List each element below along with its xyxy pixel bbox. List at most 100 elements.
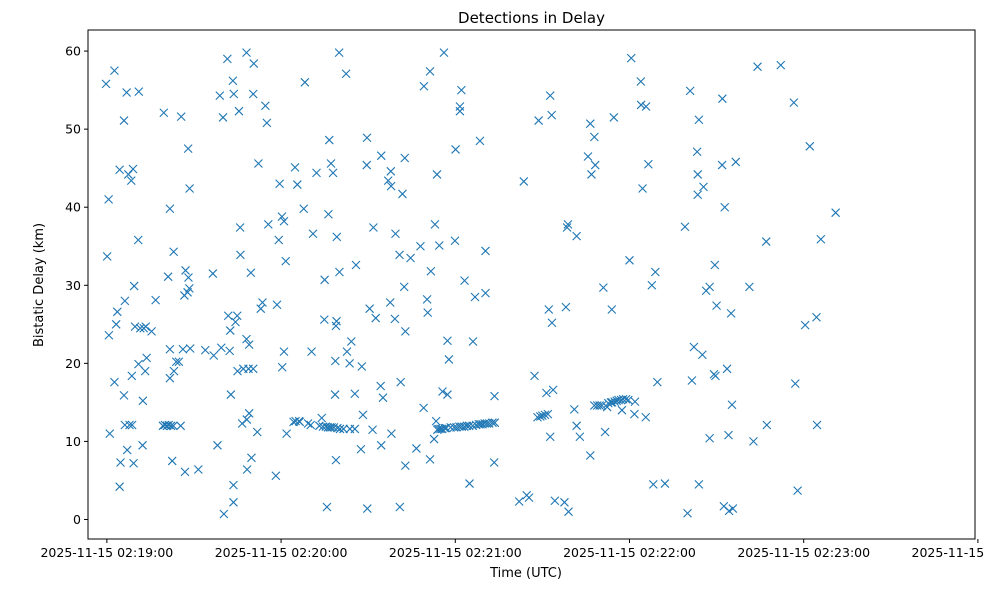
data-point-marker: [277, 212, 287, 221]
y-axis-label: Bistatic Delay (km): [32, 223, 47, 347]
data-point-marker: [572, 231, 582, 241]
data-point-marker: [176, 421, 186, 431]
y-tick-label: 20: [65, 356, 81, 371]
data-point-marker: [356, 444, 366, 454]
data-point-marker: [545, 432, 555, 442]
data-point-marker: [142, 353, 152, 363]
data-point-marker: [638, 184, 647, 193]
data-point-marker: [357, 362, 367, 371]
data-point-marker: [687, 376, 697, 385]
data-point-marker: [386, 166, 396, 176]
data-point-marker: [119, 116, 129, 125]
data-point-marker: [125, 420, 134, 430]
x-tick-label: 2025-11-15 02:24:00: [912, 545, 984, 560]
data-point-marker: [626, 53, 636, 63]
data-point-marker: [322, 502, 332, 512]
data-point-marker: [699, 182, 708, 192]
data-point-marker: [761, 237, 771, 246]
data-point-marker: [585, 451, 595, 460]
data-point-marker: [430, 219, 440, 229]
data-point-marker: [274, 235, 284, 245]
data-point-marker: [432, 170, 442, 179]
data-point-marker: [229, 480, 238, 490]
data-point-marker: [575, 432, 585, 442]
data-point-marker: [534, 116, 544, 125]
data-point-marker: [222, 54, 232, 64]
data-point-marker: [129, 458, 138, 468]
data-point-marker: [533, 412, 542, 422]
data-point-marker: [165, 344, 175, 354]
data-point-marker: [443, 390, 452, 399]
data-point-marker: [595, 401, 604, 410]
data-point-marker: [185, 344, 195, 353]
data-point-marker: [226, 390, 236, 399]
data-point-marker: [345, 358, 354, 368]
data-point-marker: [329, 422, 339, 432]
data-point-marker: [272, 300, 282, 310]
data-point-marker: [630, 409, 639, 419]
data-point-marker: [789, 98, 799, 107]
data-point-marker: [300, 77, 310, 87]
data-point-marker: [692, 147, 702, 157]
data-point-marker: [562, 223, 572, 232]
data-point-marker: [216, 343, 226, 353]
data-point-marker: [563, 219, 573, 229]
data-point-marker: [231, 317, 240, 327]
data-point-marker: [362, 133, 372, 143]
data-point-marker: [468, 421, 478, 431]
data-point-marker: [350, 424, 360, 434]
data-point-marker: [290, 163, 300, 172]
data-point-marker: [548, 385, 558, 395]
data-point-marker: [598, 283, 608, 293]
data-point-marker: [119, 390, 129, 400]
data-point-marker: [636, 100, 646, 110]
data-point-marker: [636, 77, 646, 86]
data-point-marker: [378, 393, 388, 403]
data-point-marker: [464, 421, 474, 431]
data-point-marker: [163, 272, 173, 282]
data-point-marker: [697, 350, 707, 360]
data-point-marker: [369, 223, 378, 232]
data-point-marker: [141, 322, 151, 332]
data-point-marker: [438, 387, 447, 396]
data-point-marker: [590, 160, 600, 170]
data-point-marker: [362, 504, 372, 513]
data-point-marker: [647, 280, 657, 290]
data-point-marker: [597, 401, 607, 410]
data-point-marker: [165, 204, 175, 214]
data-point-marker: [263, 219, 273, 229]
data-point-marker: [228, 76, 238, 86]
data-point-marker: [376, 151, 386, 161]
data-point-marker: [625, 255, 634, 265]
data-point-marker: [341, 69, 351, 79]
data-point-marker: [535, 412, 545, 421]
data-point-marker: [519, 177, 529, 186]
data-point-marker: [398, 189, 407, 199]
data-point-marker: [209, 351, 219, 360]
data-point-marker: [712, 301, 721, 310]
data-point-marker: [680, 222, 690, 232]
data-point-marker: [425, 454, 435, 464]
data-point-marker: [126, 176, 136, 186]
data-point-marker: [585, 119, 595, 129]
data-point-marker: [411, 444, 421, 453]
data-point-marker: [306, 420, 316, 430]
data-point-marker: [346, 337, 356, 346]
data-point-marker: [443, 336, 452, 346]
data-point-marker: [233, 366, 242, 376]
data-point-marker: [248, 89, 258, 99]
data-point-marker: [705, 282, 715, 292]
data-point-marker: [122, 445, 132, 455]
data-point-marker: [339, 424, 348, 434]
data-point-marker: [609, 113, 619, 122]
data-point-marker: [167, 456, 177, 466]
data-point-marker: [710, 260, 720, 270]
data-point-marker: [138, 440, 147, 450]
data-point-marker: [606, 397, 616, 407]
data-point-marker: [104, 330, 114, 340]
data-point-marker: [660, 479, 670, 488]
data-point-marker: [312, 168, 321, 178]
data-point-marker: [178, 344, 188, 354]
data-point-marker: [727, 400, 737, 410]
data-point-marker: [465, 479, 474, 488]
